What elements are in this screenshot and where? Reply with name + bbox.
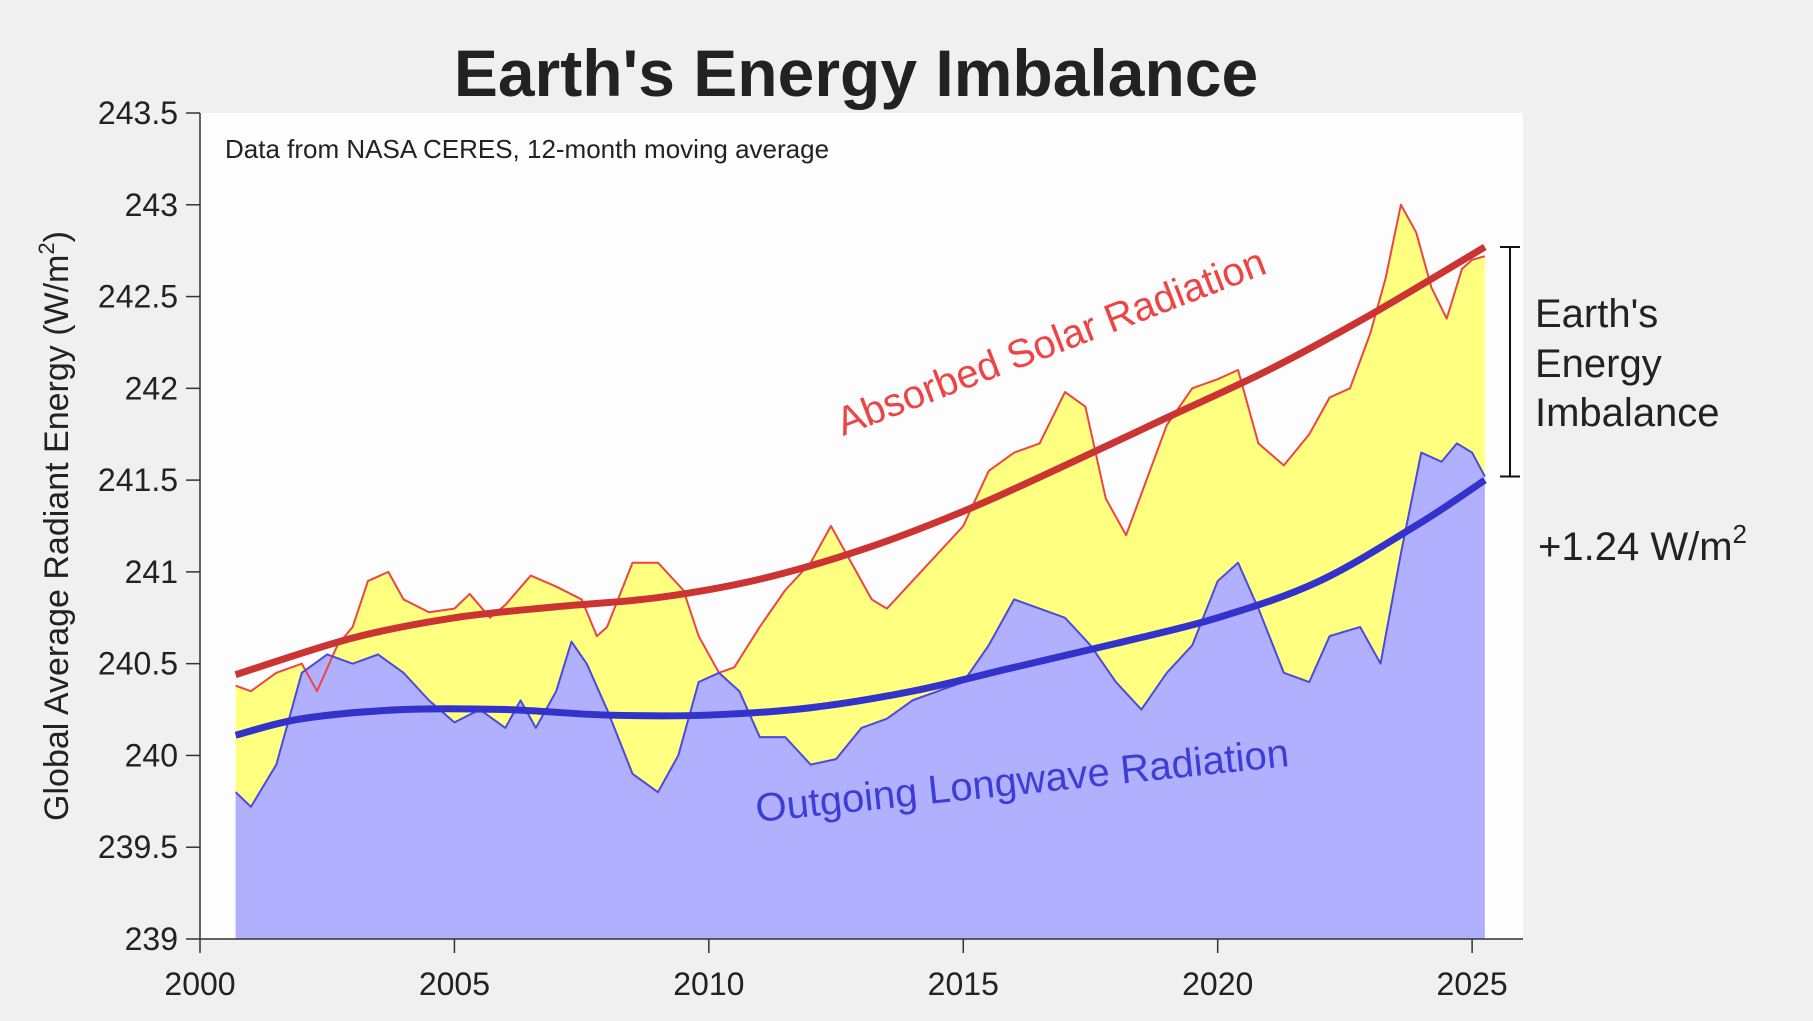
- imbalance-label-line-2: Energy: [1535, 342, 1662, 386]
- chart-title: Earth's Energy Imbalance: [454, 36, 1258, 110]
- y-tick-label: 242: [125, 370, 178, 406]
- y-tick-label: 241.5: [98, 462, 178, 498]
- y-axis-label: Global Average Radiant Energy (W/m2): [34, 231, 76, 821]
- absorbed-solar-line: [235, 203, 1486, 693]
- outgoing-longwave-area: [235, 443, 1485, 939]
- outgoing-longwave-line: [234, 442, 1486, 808]
- y-tick-label: 243: [125, 187, 178, 223]
- x-tick-label: 2010: [673, 966, 744, 1002]
- absorbed-solar-trend: [234, 243, 1487, 679]
- axes: 239 239.5 240 240.5 241 241.5 242 242.5 243 243.5…: [98, 95, 1523, 1002]
- y-axis-label-close: ): [38, 231, 76, 242]
- imbalance-label: Earth's Energy Imbalance: [1535, 292, 1720, 435]
- x-ticks: 2000 2005 2010 2015 2020 2025: [164, 939, 1508, 1002]
- x-tick-label: 2005: [419, 966, 490, 1002]
- x-tick-label: 2000: [164, 966, 235, 1002]
- y-tick-label: 240.5: [98, 646, 178, 682]
- imbalance-label-line-3: Imbalance: [1535, 391, 1720, 435]
- x-tick-label: 2015: [928, 966, 999, 1002]
- y-tick-label: 243.5: [98, 95, 178, 131]
- y-tick-label: 240: [125, 737, 178, 773]
- outgoing-longwave-trend: [234, 477, 1487, 739]
- imbalance-value-text: +1.24 W/m: [1538, 525, 1733, 569]
- y-tick-label: 239.5: [98, 829, 178, 865]
- x-tick-label: 2020: [1182, 966, 1253, 1002]
- imbalance-value-superscript: 2: [1733, 519, 1747, 549]
- series-lines: [234, 203, 1486, 808]
- y-axis-label-text: Global Average Radiant Energy (W/m: [38, 255, 76, 821]
- y-ticks: 239 239.5 240 240.5 241 241.5 242 242.5 243 243.5: [98, 95, 200, 957]
- y-tick-label: 241: [125, 554, 178, 590]
- x-tick-label: 2025: [1437, 966, 1508, 1002]
- imbalance-bracket: [1500, 245, 1520, 478]
- imbalance-value: +1.24 W/m2: [1538, 519, 1747, 569]
- trend-lines: [234, 243, 1487, 739]
- y-axis-label-superscript: 2: [34, 242, 59, 254]
- y-tick-label: 239: [125, 921, 178, 957]
- area-fills: [235, 204, 1485, 939]
- y-tick-label: 242.5: [98, 279, 178, 315]
- imbalance-label-line-1: Earth's: [1535, 292, 1658, 336]
- chart-subtitle: Data from NASA CERES, 12-month moving av…: [225, 134, 829, 164]
